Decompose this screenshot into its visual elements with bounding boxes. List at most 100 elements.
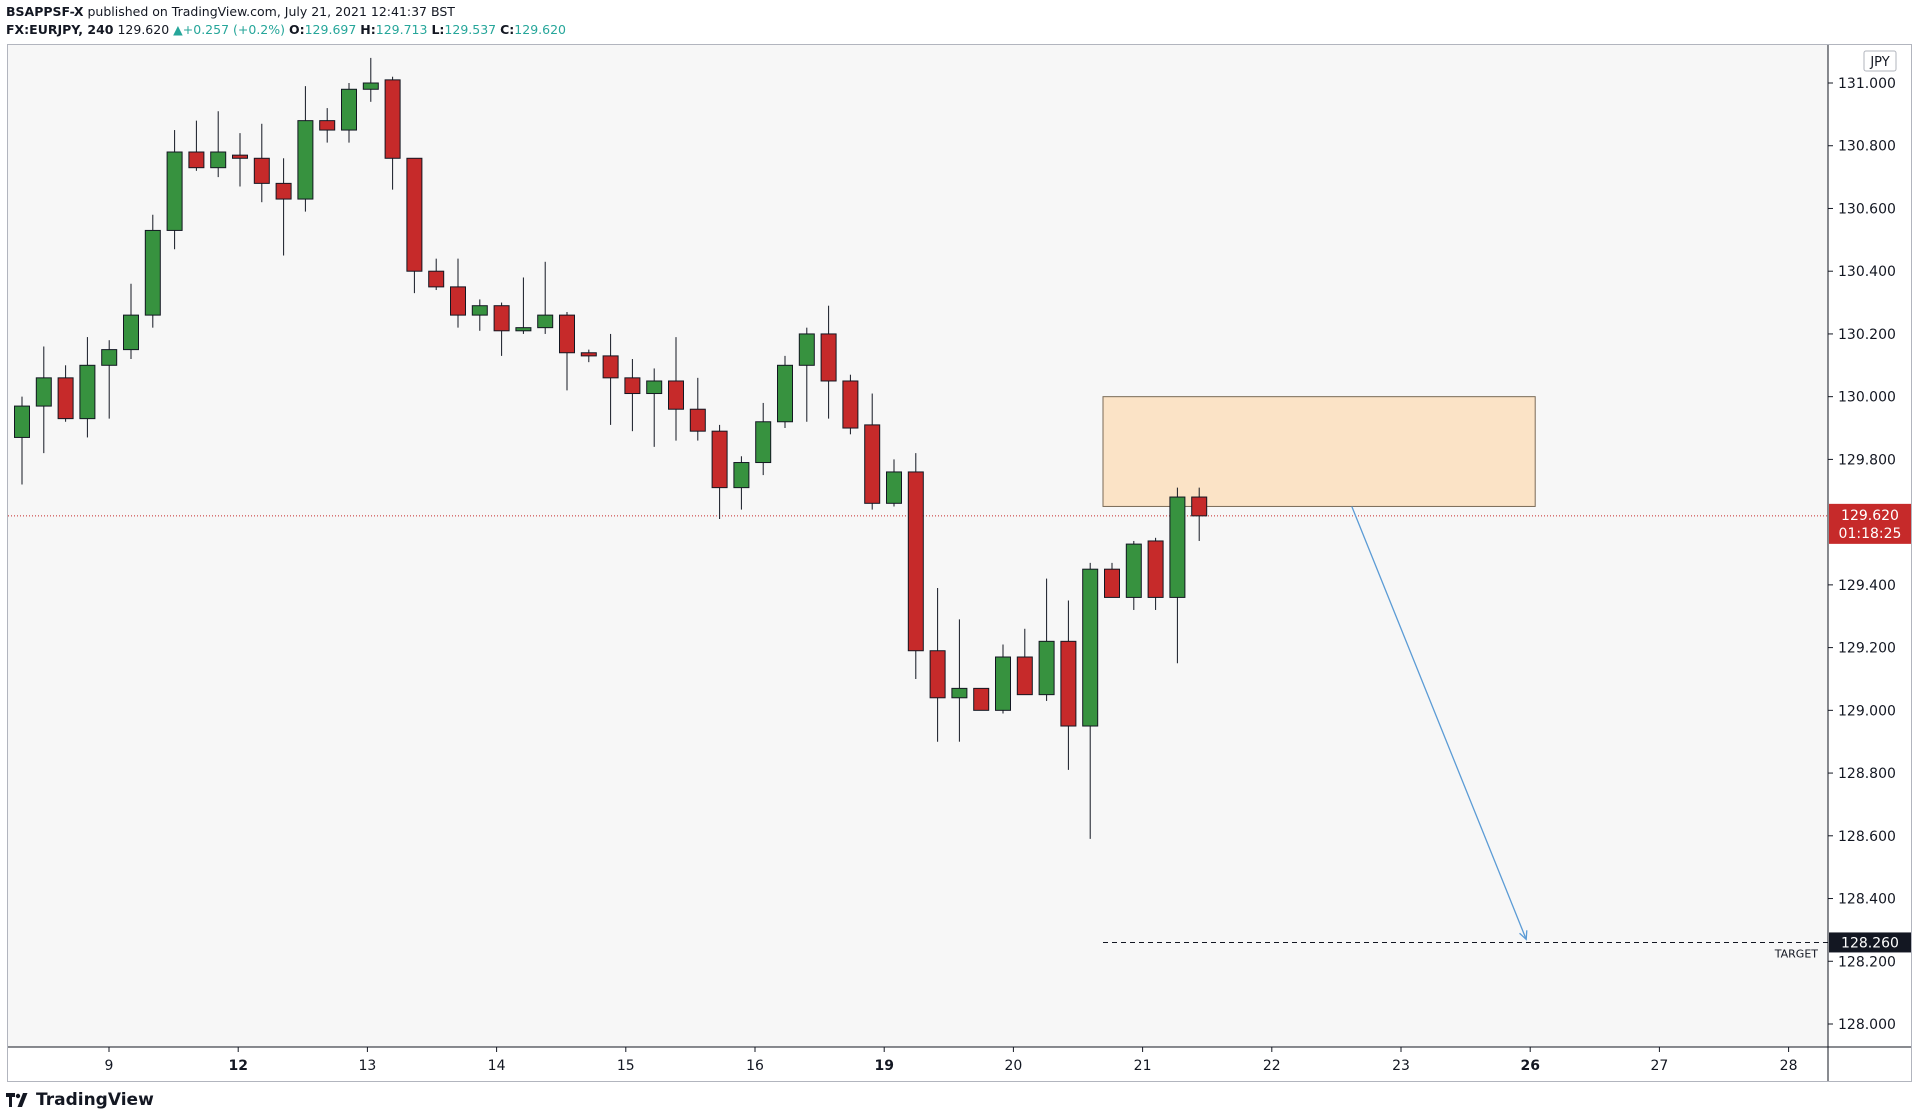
ohlc-line: FX:EURJPY, 240 129.620 ▲+0.257 (+0.2%) O… bbox=[6, 21, 566, 39]
candle[interactable] bbox=[886, 459, 902, 507]
time-tick-label: 26 bbox=[1520, 1058, 1539, 1074]
candle[interactable] bbox=[57, 365, 74, 422]
time-tick-label: 16 bbox=[746, 1058, 764, 1074]
candle[interactable] bbox=[733, 456, 750, 510]
author-name[interactable]: BSAPPSF-X bbox=[6, 4, 84, 19]
currency-label: JPY bbox=[1869, 55, 1889, 70]
candle[interactable] bbox=[1060, 600, 1077, 770]
candle[interactable] bbox=[362, 57, 379, 102]
time-tick-label: 21 bbox=[1134, 1058, 1152, 1074]
candle[interactable] bbox=[384, 76, 401, 190]
symbol-label: FX:EURJPY, 240 bbox=[6, 22, 114, 37]
candle[interactable] bbox=[428, 258, 445, 291]
candle[interactable] bbox=[559, 311, 575, 391]
candle-body-bearish bbox=[624, 377, 641, 395]
time-tick-label: 9 bbox=[105, 1058, 114, 1074]
candle[interactable] bbox=[14, 396, 30, 485]
candle[interactable] bbox=[1169, 487, 1186, 664]
price-tick-label: 128.400 bbox=[1838, 892, 1896, 908]
candle[interactable] bbox=[1016, 628, 1033, 696]
candle[interactable] bbox=[929, 588, 946, 742]
candle[interactable] bbox=[275, 158, 292, 256]
candle[interactable] bbox=[493, 302, 510, 356]
candle[interactable] bbox=[907, 453, 924, 679]
candle-body-bullish bbox=[755, 421, 772, 464]
time-tick-label: 22 bbox=[1263, 1058, 1281, 1074]
supply-zone-rectangle[interactable] bbox=[1102, 396, 1536, 507]
candle-body-bearish bbox=[57, 377, 74, 420]
high-label: H: bbox=[360, 22, 376, 37]
candle[interactable] bbox=[820, 305, 837, 419]
price-tick-label: 130.000 bbox=[1838, 390, 1896, 406]
candle[interactable] bbox=[973, 687, 990, 711]
candle[interactable] bbox=[798, 327, 815, 422]
low-value: 129.537 bbox=[444, 22, 497, 37]
candle[interactable] bbox=[515, 277, 532, 334]
candle[interactable] bbox=[232, 133, 248, 187]
candle[interactable] bbox=[450, 258, 466, 328]
target-price-badge[interactable] bbox=[1829, 932, 1911, 953]
candle[interactable] bbox=[188, 120, 205, 171]
candle[interactable] bbox=[101, 340, 118, 419]
tradingview-logo[interactable]: TradingView bbox=[6, 1090, 154, 1110]
candle[interactable] bbox=[123, 283, 139, 360]
time-tick-label: 12 bbox=[228, 1058, 247, 1074]
candle[interactable] bbox=[1038, 578, 1055, 701]
candle[interactable] bbox=[624, 359, 641, 432]
candle[interactable] bbox=[580, 349, 597, 363]
chart-header: BSAPPSF-X published on TradingView.com, … bbox=[6, 3, 566, 39]
candle[interactable] bbox=[144, 214, 161, 328]
currency-badge[interactable] bbox=[1863, 50, 1897, 72]
candle[interactable] bbox=[1191, 487, 1208, 541]
candle-body-bullish bbox=[951, 687, 968, 699]
candle[interactable] bbox=[35, 346, 52, 454]
price-tick-label: 129.800 bbox=[1838, 452, 1896, 468]
candle-body-bearish bbox=[188, 151, 205, 169]
candle[interactable] bbox=[668, 337, 684, 441]
candle-body-bullish bbox=[1082, 568, 1099, 727]
candle[interactable] bbox=[1125, 540, 1142, 610]
candle[interactable] bbox=[319, 108, 336, 143]
projection-arrow-line[interactable] bbox=[1351, 506, 1527, 940]
candlestick-chart[interactable]: TARGET 131.000 130.800 130.600 130.400 130.2… bbox=[8, 45, 1911, 1081]
candle[interactable] bbox=[1147, 537, 1164, 610]
candle[interactable] bbox=[341, 83, 357, 143]
candle[interactable] bbox=[689, 377, 706, 441]
candle-body-bearish bbox=[907, 471, 924, 652]
candle-body-bearish bbox=[973, 687, 990, 711]
candle[interactable] bbox=[646, 368, 663, 447]
candle[interactable] bbox=[602, 333, 619, 425]
chart-frame[interactable]: TARGET 131.000 130.800 130.600 130.400 130.2… bbox=[7, 44, 1912, 1082]
candle[interactable] bbox=[406, 157, 423, 294]
candle[interactable] bbox=[1082, 562, 1099, 839]
candle[interactable] bbox=[210, 111, 227, 178]
candle[interactable] bbox=[995, 644, 1011, 714]
price-tick-label: 128.600 bbox=[1838, 829, 1896, 845]
current-price-badge[interactable] bbox=[1829, 503, 1911, 544]
candle-body-bearish bbox=[668, 380, 684, 410]
candle-body-bearish bbox=[319, 120, 336, 131]
candle-body-bearish bbox=[275, 182, 292, 200]
candle[interactable] bbox=[537, 261, 554, 334]
candle[interactable] bbox=[755, 402, 772, 476]
candle[interactable] bbox=[471, 299, 488, 331]
candle[interactable] bbox=[864, 393, 881, 510]
candle-body-bearish bbox=[406, 157, 423, 272]
candle[interactable] bbox=[166, 130, 183, 250]
candle[interactable] bbox=[253, 123, 270, 203]
candle[interactable] bbox=[1104, 562, 1120, 598]
candle[interactable] bbox=[842, 374, 859, 435]
candle-body-bearish bbox=[929, 650, 946, 699]
candle-body-bullish bbox=[995, 656, 1011, 711]
candle-body-bullish bbox=[123, 314, 139, 351]
time-tick-label: 14 bbox=[488, 1058, 506, 1074]
candle-body-bearish bbox=[253, 157, 270, 184]
candle-body-bearish bbox=[232, 154, 248, 159]
up-arrow-icon: ▲ bbox=[173, 22, 183, 37]
candle[interactable] bbox=[79, 337, 96, 438]
candle[interactable] bbox=[711, 424, 728, 519]
candle[interactable] bbox=[777, 355, 793, 429]
candle[interactable] bbox=[297, 86, 314, 212]
candle[interactable] bbox=[951, 619, 968, 742]
price-tick-label: 128.000 bbox=[1838, 1017, 1896, 1033]
